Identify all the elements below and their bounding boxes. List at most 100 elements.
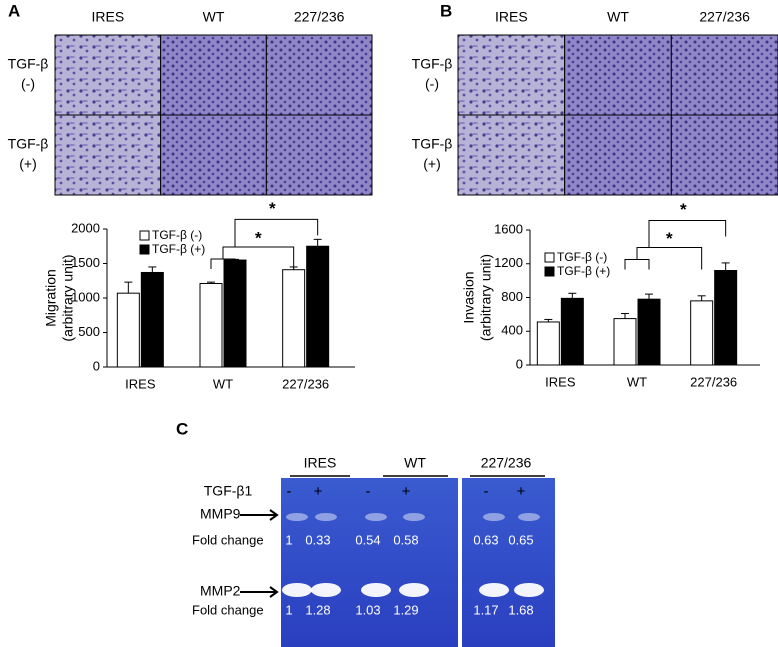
bar	[199, 283, 223, 368]
column-label: 227/236	[294, 9, 345, 25]
gel-band	[311, 583, 341, 597]
y-axis-label: (arbitrary unit)	[60, 254, 76, 341]
micrograph	[54, 114, 162, 196]
fold-change: 1.28	[305, 602, 330, 617]
bar	[223, 259, 247, 368]
gel-group-label: IRES	[304, 455, 337, 471]
fold-change: 1	[285, 602, 292, 617]
fold-change: 0.54	[355, 532, 380, 547]
gel-group-label: 227/236	[481, 455, 532, 471]
panel-label: A	[8, 1, 20, 20]
treatment-label: TGF-β1	[204, 483, 253, 499]
legend-swatch	[544, 252, 555, 263]
y-tick-label: 1500	[71, 255, 100, 270]
bar	[637, 298, 661, 366]
row-label: (-)	[425, 76, 439, 92]
arrow	[240, 586, 279, 598]
significance: *	[255, 228, 262, 247]
micrograph	[160, 34, 267, 116]
band-name: MMP9	[200, 506, 241, 522]
gel-band	[483, 513, 505, 521]
row-label: (+)	[19, 156, 37, 172]
x-tick-label: 227/236	[282, 376, 329, 391]
significance: *	[666, 229, 673, 248]
legend-swatch	[544, 266, 555, 277]
gel-image	[281, 478, 555, 647]
y-tick-label: 500	[78, 324, 100, 339]
y-axis-label: (arbitrary unit)	[478, 254, 494, 341]
fold-change: 0.33	[305, 532, 330, 547]
micrograph	[564, 34, 672, 116]
bracket	[648, 220, 727, 248]
gel-band	[315, 513, 337, 521]
y-tick-label: 1000	[71, 289, 100, 304]
micrograph	[457, 34, 566, 116]
fold-change: 0.65	[508, 532, 533, 547]
micrograph	[265, 34, 373, 116]
x-tick-label: IRES	[545, 374, 576, 389]
bar	[536, 321, 560, 366]
y-tick-label: 400	[501, 323, 523, 338]
y-tick-label: 2000	[71, 220, 100, 235]
micrograph	[564, 114, 672, 196]
fold-change: 0.58	[393, 532, 418, 547]
micrograph	[265, 114, 373, 196]
fold-change: 1.29	[393, 602, 418, 617]
row-label: TGF-β	[412, 136, 453, 152]
bar	[714, 270, 738, 366]
fold-change: 0.63	[473, 532, 498, 547]
gel-group-label: WT	[404, 455, 426, 471]
bar	[306, 245, 330, 368]
band-name: MMP2	[200, 583, 241, 599]
column-label: IRES	[91, 9, 124, 25]
x-tick-label: 227/236	[690, 374, 737, 389]
y-tick-label: 0	[516, 356, 523, 371]
fold-label: Fold change	[192, 602, 264, 617]
fold-change: 1.03	[355, 602, 380, 617]
y-tick-label: 1200	[494, 255, 523, 270]
bracket	[210, 246, 295, 269]
column-label: WT	[607, 9, 629, 25]
gel-band	[282, 583, 312, 597]
bar	[613, 318, 637, 366]
treatment: -	[484, 483, 489, 500]
gel-band	[514, 583, 544, 597]
significance: *	[269, 199, 276, 218]
treatment: -	[366, 483, 371, 500]
legend-label: TGF-β (-)	[557, 250, 607, 264]
micrograph	[670, 34, 778, 116]
y-axis-label: Invasion	[461, 271, 477, 323]
gel-band	[286, 513, 308, 521]
row-label: (-)	[21, 76, 35, 92]
micrograph	[160, 114, 267, 196]
panel-label: C	[176, 419, 188, 438]
fold-label: Fold change	[192, 532, 264, 547]
row-label: TGF-β	[412, 56, 453, 72]
legend-swatch	[139, 244, 150, 255]
micrograph	[54, 34, 162, 116]
column-label: 227/236	[699, 9, 750, 25]
bracket	[624, 247, 703, 270]
bar	[282, 269, 306, 368]
bar	[140, 271, 164, 368]
fold-change: 1	[285, 532, 292, 547]
micrograph	[670, 114, 778, 196]
gel-band	[403, 513, 425, 521]
gel-band	[518, 513, 540, 521]
legend-label: TGF-β (-)	[152, 228, 202, 242]
gel-band	[479, 583, 509, 597]
bracket	[234, 218, 319, 247]
row-label: TGF-β	[8, 136, 49, 152]
significance: *	[680, 200, 687, 219]
legend-swatch	[139, 230, 150, 241]
y-tick-label: 0	[93, 358, 100, 373]
x-tick-label: IRES	[125, 376, 156, 391]
legend-label: TGF-β (+)	[557, 264, 610, 278]
y-tick-label: 800	[501, 289, 523, 304]
panel-label: B	[440, 1, 452, 20]
y-tick-label: 1600	[494, 221, 523, 236]
bar	[560, 297, 584, 366]
treatment: +	[314, 483, 323, 500]
x-tick-label: WT	[213, 376, 233, 391]
